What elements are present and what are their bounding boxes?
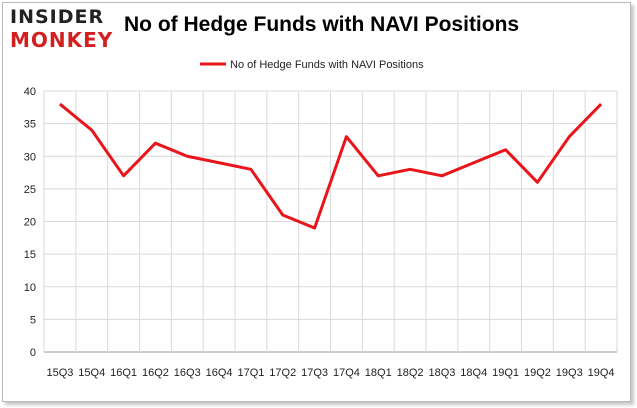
x-tick-label: 16Q3	[174, 367, 201, 379]
x-tick-label: 17Q2	[269, 367, 296, 379]
chart-title: No of Hedge Funds with NAVI Positions	[124, 13, 520, 36]
y-tick-label: 25	[24, 184, 36, 196]
x-tick-label: 16Q4	[206, 367, 233, 379]
series-line	[58, 102, 603, 230]
x-tick-label: 15Q4	[78, 367, 105, 379]
y-tick-label: 35	[24, 119, 36, 131]
x-tick-label: 19Q3	[556, 367, 583, 379]
x-tick-label: 15Q3	[46, 367, 73, 379]
y-tick-label: 5	[30, 314, 36, 326]
legend-label: No of Hedge Funds with NAVI Positions	[230, 59, 424, 71]
y-tick-label: 40	[24, 86, 36, 98]
x-tick-label: 19Q1	[492, 367, 519, 379]
y-axis-ticks: 0 5 10 15 20 25 30 35 40	[24, 86, 36, 359]
x-tick-label: 17Q4	[333, 367, 360, 379]
series-group	[58, 102, 603, 230]
grid	[43, 90, 618, 353]
x-tick-label: 19Q4	[588, 367, 615, 379]
x-tick-label: 17Q1	[237, 367, 264, 379]
x-tick-label: 18Q2	[397, 367, 424, 379]
legend: No of Hedge Funds with NAVI Positions	[200, 59, 424, 71]
y-tick-label: 30	[24, 151, 36, 163]
x-tick-label: 19Q2	[524, 367, 551, 379]
x-tick-label: 16Q2	[142, 367, 169, 379]
x-tick-label: 17Q3	[301, 367, 328, 379]
y-tick-label: 0	[30, 347, 36, 359]
x-axis-ticks: 15Q3 15Q4 16Q1 16Q2 16Q3 16Q4 17Q1 17Q2 17Q3 17Q4…	[46, 367, 614, 379]
x-tick-label: 18Q4	[460, 367, 487, 379]
x-tick-label: 16Q1	[110, 367, 137, 379]
insider-monkey-logo: INSIDER MONKEY	[10, 6, 116, 56]
chart-frame	[2, 2, 631, 402]
logo-text-insider: INSIDER	[10, 6, 105, 28]
x-tick-label: 18Q3	[428, 367, 455, 379]
x-tick-label: 18Q1	[365, 367, 392, 379]
y-tick-label: 15	[24, 249, 36, 261]
y-tick-label: 20	[24, 217, 36, 229]
logo-text-monkey: MONKEY	[10, 28, 114, 52]
y-tick-label: 10	[24, 282, 36, 294]
